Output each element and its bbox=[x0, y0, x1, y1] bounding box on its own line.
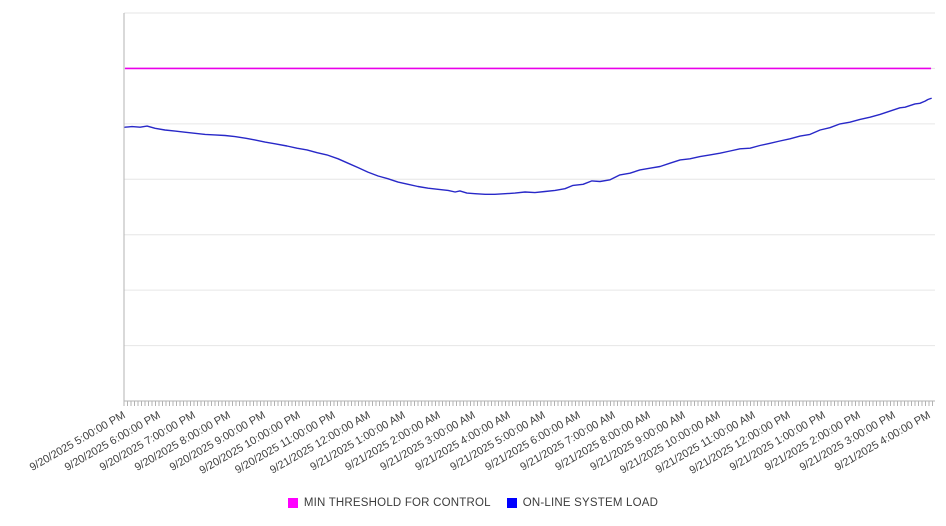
legend-item-min-threshold[interactable]: MIN THRESHOLD FOR CONTROL bbox=[287, 497, 491, 509]
legend-label-min-threshold: MIN THRESHOLD FOR CONTROL bbox=[303, 497, 491, 509]
x-minor-ticks bbox=[123, 401, 933, 406]
legend-swatch-min-threshold-icon bbox=[287, 498, 298, 508]
online-system-load-line bbox=[124, 97, 932, 196]
legend-label-online-system-load: ON-LINE SYSTEM LOAD bbox=[522, 497, 659, 509]
y-gridlines bbox=[124, 12, 935, 347]
legend-item-online-system-load[interactable]: ON-LINE SYSTEM LOAD bbox=[506, 497, 659, 509]
chart-legend: MIN THRESHOLD FOR CONTROL ON-LINE SYSTEM… bbox=[0, 494, 946, 512]
x-tick-labels: 9/20/2025 5:00:00 PM9/20/2025 6:00:00 PM… bbox=[28, 409, 933, 477]
legend-swatch-online-system-load-icon bbox=[506, 498, 517, 508]
